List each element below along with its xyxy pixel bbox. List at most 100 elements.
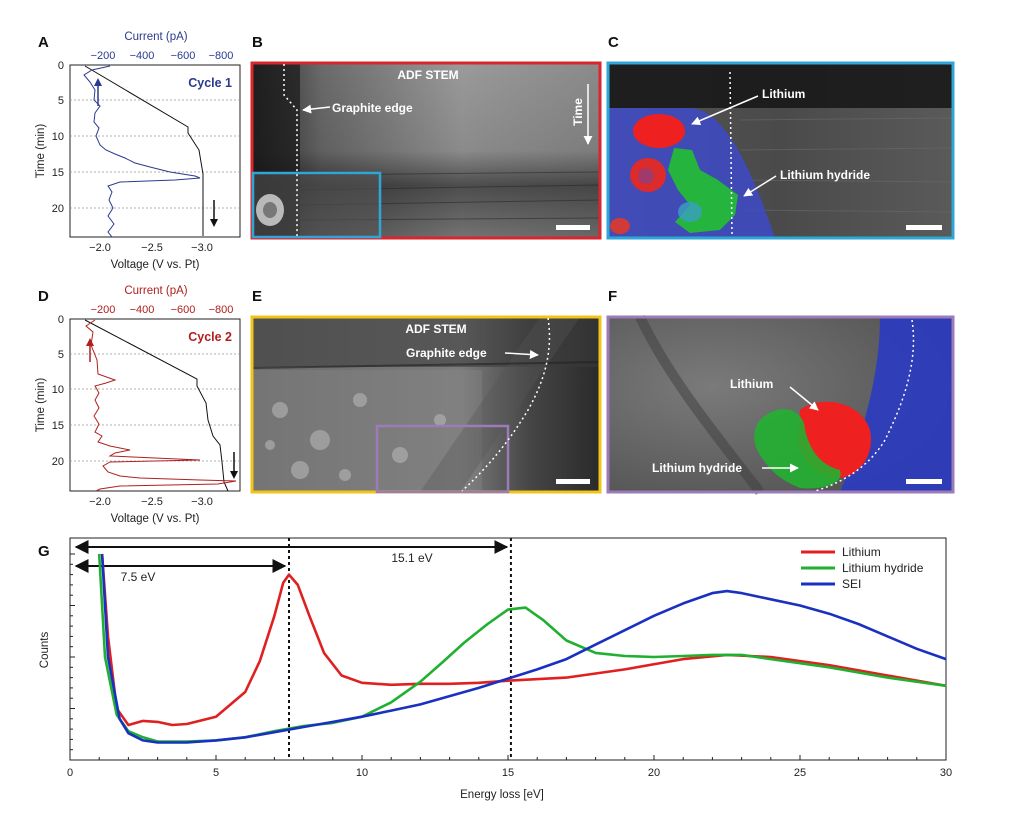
panel-d-bottom-tick: −3.0: [191, 496, 213, 508]
x-tick-label: 10: [356, 767, 368, 779]
panel-g-y-axis-label: Counts: [39, 632, 51, 669]
panel-a-bottom-tick: −2.0: [89, 242, 111, 254]
panel-d-bottom-tick: −2.0: [89, 496, 111, 508]
panel-d-voltage-curve: [84, 319, 229, 492]
series-line-sei: [100, 553, 947, 744]
panel-c-lithium-arrow: [691, 95, 759, 125]
panel-c-lithium-label: Lithium: [762, 87, 805, 101]
panel-f-frame: [606, 315, 955, 494]
panel-g-annotations: 7.5 eV 15.1 eV: [74, 538, 512, 760]
panel-c-lithium-region: [633, 114, 685, 148]
panel-a-cycle-label: Cycle 1: [188, 76, 232, 90]
panel-d-y-tick: 0: [58, 314, 64, 326]
panel-e-edge-label: Graphite edge: [406, 346, 487, 360]
panel-g-chart: 0 5 10 15 20 25 30 Energy loss [eV] Counts 7.5…: [39, 537, 952, 801]
panel-c-edge-line: [729, 71, 733, 237]
panel-a-bottom-tick: −2.5: [141, 242, 163, 254]
panel-b-scale-bar: [556, 225, 590, 230]
series-line-lithium-hydride: [97, 553, 947, 743]
panel-b-inset-box: [251, 171, 382, 239]
panel-d-y-axis-label: Time (min): [35, 378, 47, 433]
panel-g-legend: Lithium Lithium hydride SEI: [801, 545, 924, 591]
panel-a-top-tick: −200: [91, 50, 116, 62]
panel-d-y-tick: 5: [58, 349, 64, 361]
panel-c-scale-bar: [906, 225, 942, 230]
panel-d-y-tick: 20: [52, 456, 64, 468]
panel-a-up-arrow-head: [94, 78, 102, 86]
panel-label-d: D: [38, 288, 49, 305]
panel-d-bottom-axis-label: Voltage (V vs. Pt): [111, 513, 200, 525]
panel-d-current-curve: [85, 319, 237, 492]
x-tick-label: 0: [67, 767, 73, 779]
panel-b-frame: [250, 61, 602, 240]
panel-a-y-axis-label: Time (min): [35, 124, 47, 179]
panel-d-top-tick: −800: [209, 304, 234, 316]
series-line-lithium: [100, 553, 947, 727]
panel-c-hydride-arrow: [743, 175, 777, 197]
panel-a-bottom-tick: −3.0: [191, 242, 213, 254]
panel-f-lithium-label: Lithium: [730, 377, 773, 391]
panel-g-series: [97, 553, 947, 744]
panel-e-edge-arrow: [504, 350, 539, 360]
panel-label-c: C: [608, 34, 619, 51]
panel-a-y-tick: 10: [52, 131, 64, 143]
panel-d-top-axis-label: Current (pA): [124, 285, 187, 297]
panel-a-frame: [69, 64, 241, 238]
panel-f-hydride-label: Lithium hydride: [652, 461, 742, 475]
panel-label-f: F: [608, 288, 617, 305]
legend-label: Lithium: [842, 545, 881, 559]
panel-g-y-ticks: [70, 553, 75, 761]
x-tick-label: 30: [940, 767, 952, 779]
panel-b-image: ADF STEM Graphite edge Time: [250, 61, 602, 240]
panel-d-top-tick: −400: [130, 304, 155, 316]
x-tick-label: 25: [794, 767, 806, 779]
panel-d-cycle-label: Cycle 2: [188, 330, 232, 344]
panel-d-gridlines: [70, 353, 240, 462]
panel-a-y-tick: 5: [58, 95, 64, 107]
panel-a-top-tick: −600: [171, 50, 196, 62]
panel-a-plot: Current (pA) −200 −400 −600 −800 0 5 10 …: [35, 31, 241, 271]
panel-d-top-tick: −600: [171, 304, 196, 316]
panel-a-y-tick: 15: [52, 167, 64, 179]
panel-b-edge-arrow: [302, 104, 331, 114]
panel-d-down-arrow-head: [230, 471, 238, 479]
panel-b-edge-line: [283, 64, 298, 236]
x-tick-label: 20: [648, 767, 660, 779]
panel-a-y-tick: 20: [52, 203, 64, 215]
panel-c-hydride-label: Lithium hydride: [780, 168, 870, 182]
panel-a-gridlines: [70, 99, 240, 209]
panel-d-bottom-tick: −2.5: [141, 496, 163, 508]
panel-a-bottom-axis-label: Voltage (V vs. Pt): [111, 259, 200, 271]
panel-d-frame: [69, 318, 241, 492]
panel-a-y-tick: 0: [58, 60, 64, 72]
panel-d-top-tick: −200: [91, 304, 116, 316]
panel-f-lithium-arrow: [789, 386, 819, 411]
x-tick-label: 5: [213, 767, 219, 779]
panel-d-y-tick: 10: [52, 384, 64, 396]
panel-label-g: G: [38, 543, 50, 560]
panel-label-a: A: [38, 34, 49, 51]
x-tick-label: 15: [502, 767, 514, 779]
panel-g-x-ticks: 0 5 10 15 20 25 30: [67, 755, 952, 779]
panel-e-inset-box: [375, 424, 510, 494]
panel-a-down-arrow-head: [210, 219, 218, 227]
panel-g-x-axis-label: Energy loss [eV]: [460, 789, 544, 801]
panel-label-e: E: [252, 288, 262, 305]
legend-label: Lithium hydride: [842, 561, 924, 575]
panel-c-frame: [606, 61, 955, 240]
panel-b-title: ADF STEM: [397, 68, 458, 82]
panel-e-title: ADF STEM: [405, 322, 466, 336]
panel-b-edge-label: Graphite edge: [332, 101, 413, 115]
panel-d-up-arrow-head: [86, 338, 94, 346]
panel-a-top-tick: −800: [209, 50, 234, 62]
panel-a-top-tick: −400: [130, 50, 155, 62]
panel-e-scale-bar: [556, 479, 590, 484]
panel-g-frame: [69, 537, 947, 761]
panel-d-y-tick: 15: [52, 420, 64, 432]
panel-f-scale-bar: [906, 479, 942, 484]
panel-e-image: ADF STEM Graphite edge: [250, 315, 602, 494]
panel-a-voltage-curve: [84, 65, 204, 236]
panel-b-time-label: Time: [571, 98, 585, 126]
panel-label-b: B: [252, 34, 263, 51]
panel-a-top-axis-label: Current (pA): [124, 31, 187, 43]
